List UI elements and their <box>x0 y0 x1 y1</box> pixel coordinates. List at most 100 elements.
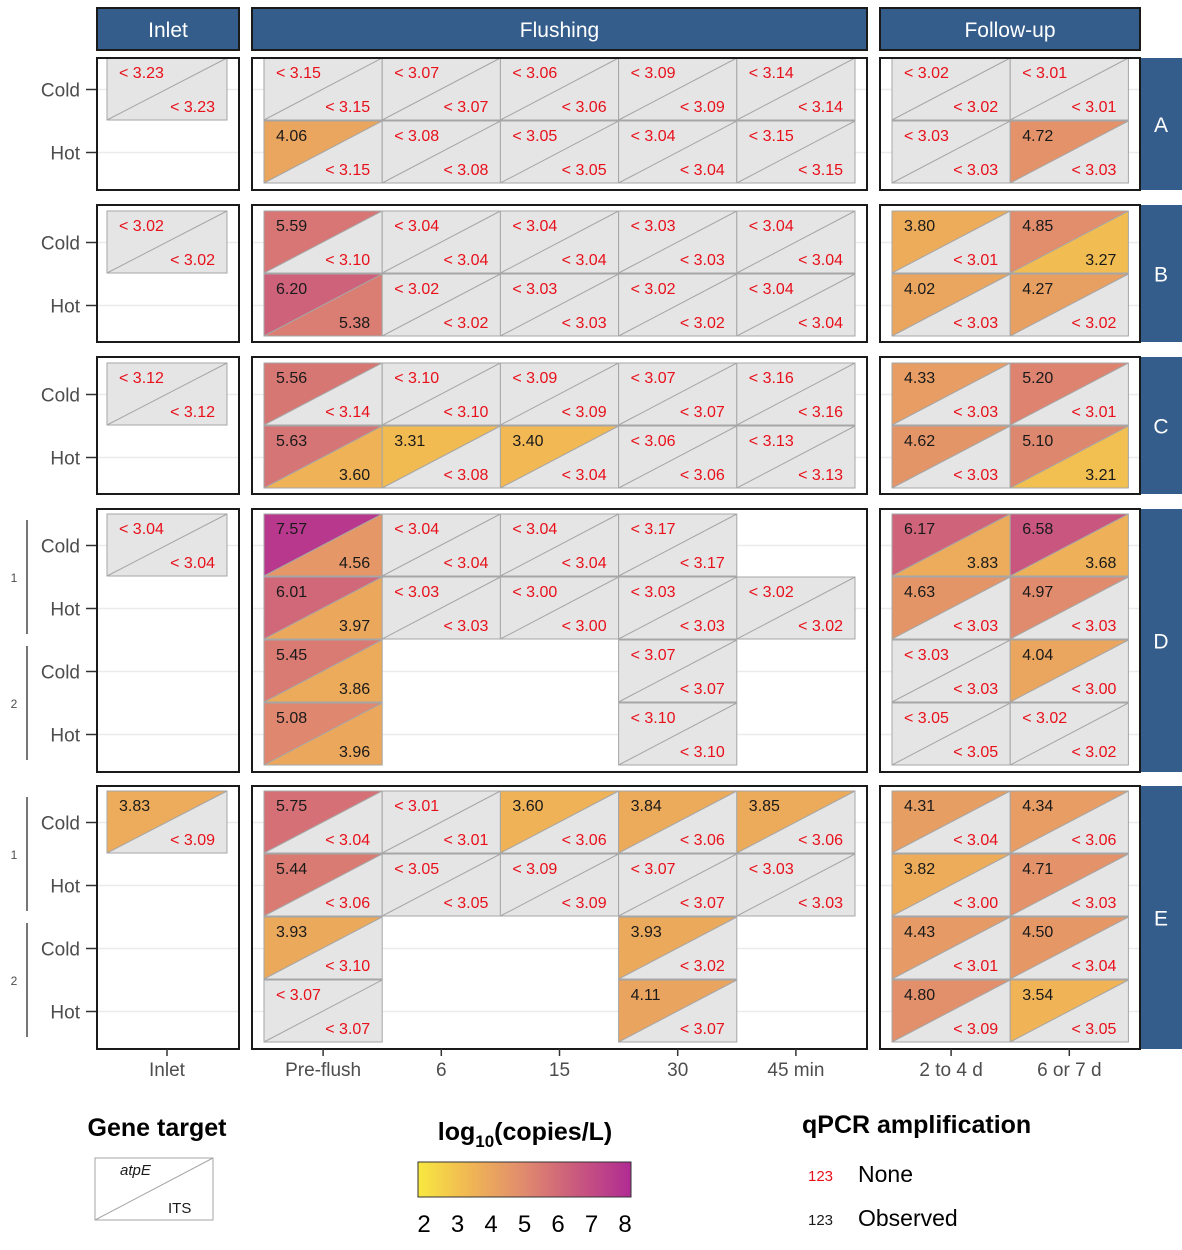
cell-label-its: < 3.09 <box>680 99 725 116</box>
legend-colorbar-tick-label: 2 <box>417 1211 430 1238</box>
cell-border <box>736 273 856 337</box>
row-strip-label: C <box>1153 416 1168 439</box>
cell-label-its: < 3.06 <box>562 99 607 116</box>
cell-label-atpe: 3.85 <box>749 798 780 815</box>
cell-diagonal <box>106 210 228 274</box>
cell-label-atpe: < 3.04 <box>119 521 164 538</box>
cell-label-its: < 3.03 <box>953 681 998 698</box>
cell-diagonal <box>1009 273 1129 337</box>
cell-label-atpe: 4.33 <box>904 370 935 387</box>
y-axis-label: Cold <box>41 814 80 835</box>
cell-label-its: < 3.10 <box>680 744 725 761</box>
cell-diagonal <box>736 273 856 337</box>
heatmap-cell: 3.85 < 3.06 <box>736 790 856 854</box>
panel-border <box>879 785 1141 1050</box>
heatmap-cell: 4.43 < 3.01 <box>891 916 1011 980</box>
cell-border <box>106 790 228 854</box>
cell-label-atpe: 4.72 <box>1022 128 1053 145</box>
heatmap-cell: < 3.03< 3.03 <box>891 120 1011 184</box>
heatmap-cell: 7.57 4.56 <box>263 513 383 577</box>
heatmap-cell: 3.93 < 3.02 <box>618 916 738 980</box>
facet-header-follow-up <box>879 7 1141 51</box>
heatmap-cell: 5.59 < 3.10 <box>263 210 383 274</box>
heatmap-cell: 3.84 < 3.06 <box>618 790 738 854</box>
cell-label-its: < 3.04 <box>680 162 725 179</box>
heatmap-cell: 6.01 3.97 <box>263 576 383 640</box>
cell-label-atpe: < 3.04 <box>512 218 557 235</box>
cell-label-its: < 3.15 <box>325 162 370 179</box>
legend-colorbar-tick-label: 8 <box>618 1211 631 1238</box>
heatmap-cell: 6.17 3.83 <box>891 513 1011 577</box>
cell-label-atpe: 3.80 <box>904 218 935 235</box>
cell-diagonal <box>263 362 383 426</box>
cell-triangle-atpe <box>500 791 619 853</box>
cell-diagonal <box>1009 979 1129 1043</box>
cell-border <box>736 120 856 184</box>
facet-header-flushing <box>251 7 868 51</box>
cell-label-its: < 3.02 <box>953 99 998 116</box>
heatmap-cell: 5.56 < 3.14 <box>263 362 383 426</box>
cell-label-its: < 3.13 <box>798 467 843 484</box>
cell-diagonal <box>618 273 738 337</box>
cell-label-atpe: < 3.03 <box>394 584 439 601</box>
cell-diagonal <box>891 576 1011 640</box>
legend-colorbar-tick-label: 4 <box>484 1211 497 1238</box>
cell-label-its: 3.83 <box>967 555 998 572</box>
heatmap-cell: < 3.05< 3.05 <box>891 702 1011 766</box>
cell-border <box>736 790 856 854</box>
cell-diagonal <box>618 790 738 854</box>
heatmap-cell: < 3.03< 3.03 <box>891 639 1011 703</box>
cell-label-atpe: < 3.03 <box>631 584 676 601</box>
cell-label-atpe: < 3.03 <box>749 861 794 878</box>
facet-header-label: Flushing <box>520 19 599 42</box>
heatmap-cell: 4.97 < 3.03 <box>1009 576 1129 640</box>
cell-border <box>1009 273 1129 337</box>
cell-label-atpe: 5.75 <box>276 798 307 815</box>
cell-label-its: < 3.09 <box>562 895 607 912</box>
panel-border <box>879 204 1141 343</box>
cell-label-atpe: 3.83 <box>119 798 150 815</box>
x-axis-label: 2 to 4 d <box>919 1060 982 1081</box>
cell-diagonal <box>263 702 383 766</box>
cell-label-its: < 3.06 <box>325 895 370 912</box>
cell-label-atpe: < 3.15 <box>749 128 794 145</box>
cell-diagonal <box>891 979 1011 1043</box>
cell-diagonal <box>618 916 738 980</box>
cell-label-its: 3.96 <box>339 744 370 761</box>
cell-label-atpe: 3.93 <box>276 924 307 941</box>
heatmap-cell: < 3.04 < 3.04 <box>499 513 620 577</box>
cell-label-atpe: < 3.07 <box>394 65 439 82</box>
cell-label-atpe: < 3.04 <box>749 218 794 235</box>
cell-border <box>1009 702 1129 766</box>
legend-colorbar-tick-label: 3 <box>451 1211 464 1238</box>
cell-label-its: < 3.09 <box>953 1021 998 1038</box>
legend-gene-target-diagonal <box>94 1157 214 1221</box>
cell-diagonal <box>500 57 619 121</box>
cell-border <box>106 513 228 577</box>
cell-border <box>1009 790 1129 854</box>
cell-label-atpe: < 3.09 <box>512 861 557 878</box>
cell-diagonal <box>618 853 738 917</box>
cell-label-atpe: < 3.02 <box>1022 710 1067 727</box>
sub-group-label: 1 <box>11 848 18 862</box>
legend-qpcr-title: qPCR amplification <box>802 1111 1031 1139</box>
x-axis-label: 45 min <box>767 1060 824 1081</box>
cell-label-its: < 3.03 <box>562 315 607 332</box>
cell-label-its: < 3.09 <box>562 404 607 421</box>
cell-label-atpe: < 3.17 <box>631 521 676 538</box>
cell-label-atpe: < 3.04 <box>749 281 794 298</box>
cell-label-its: < 3.00 <box>562 618 607 635</box>
cell-label-atpe: 4.97 <box>1022 584 1053 601</box>
heatmap-cell: < 3.16< 3.16 <box>736 362 856 426</box>
cell-label-its: < 3.04 <box>170 555 215 572</box>
cell-diagonal <box>106 57 228 121</box>
y-axis-label: Hot <box>50 726 80 747</box>
cell-diagonal <box>891 916 1011 980</box>
cell-label-atpe: 6.01 <box>276 584 307 601</box>
cell-label-its: < 3.02 <box>680 958 725 975</box>
cell-label-atpe: 5.45 <box>276 647 307 664</box>
heatmap-cell: < 3.15< 3.15 <box>736 120 856 184</box>
row-strip-label: E <box>1154 908 1168 931</box>
y-axis-label: Hot <box>50 449 80 470</box>
